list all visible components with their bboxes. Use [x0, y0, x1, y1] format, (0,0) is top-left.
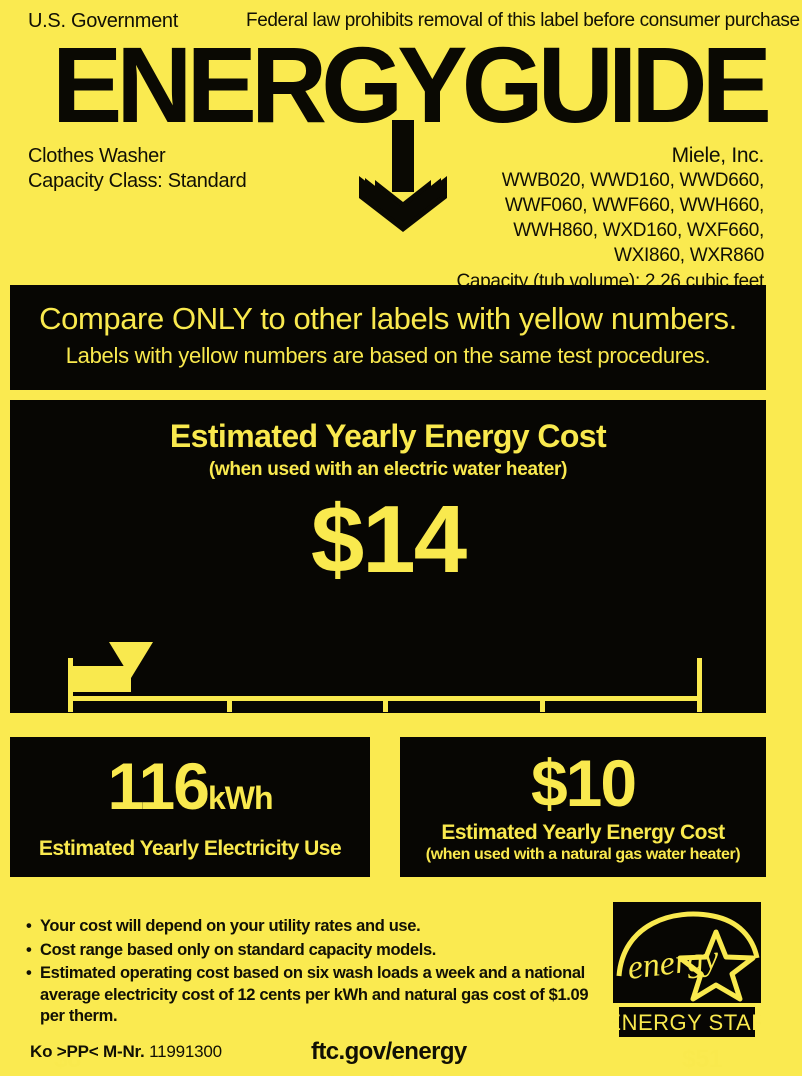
- compare-banner-subtext: Labels with yellow numbers are based on …: [65, 343, 711, 368]
- footnote-text: Cost range based only on standard capaci…: [40, 940, 437, 959]
- product-capacity-class: Capacity Class: Standard: [28, 170, 247, 192]
- estimated-yearly-electricity-use-box: 116kWh Estimated Yearly Electricity Use: [10, 737, 370, 877]
- bullet-icon: •: [26, 917, 32, 935]
- electricity-use-value: 116: [107, 749, 209, 823]
- model-numbers-line-4: WXI860, WXR860: [614, 245, 764, 266]
- footnote-text: Your cost will depend on your utility ra…: [40, 917, 421, 935]
- gas-water-heater-cost-box: $10 Estimated Yearly Energy Cost (when u…: [400, 737, 766, 877]
- footnote-item: • Estimated operating cost based on six …: [26, 963, 606, 1028]
- scale-tick: [227, 696, 232, 712]
- cost-panel-subtitle: (when used with an electric water heater…: [208, 459, 568, 480]
- manufacturer-block: Miele, Inc. WWB020, WWD160, WWD660, WWF0…: [344, 143, 764, 294]
- scale-tick: [383, 696, 388, 712]
- cost-panel-title: Estimated Yearly Energy Cost: [169, 418, 607, 454]
- footnotes-list: • Your cost will depend on your utility …: [26, 916, 606, 1030]
- star-icon: [677, 929, 756, 1002]
- energy-star-arc: [616, 911, 760, 977]
- scale-max-label: $51: [682, 1045, 723, 1073]
- estimated-yearly-cost-value: $14: [310, 486, 467, 593]
- footnote-item: • Your cost will depend on your utility …: [26, 916, 606, 938]
- model-numbers-line-2: WWF060, WWF660, WWH660,: [504, 195, 764, 216]
- energyguide-wordmark: ENERGYGUIDE: [0, 36, 802, 136]
- energy-star-wordmark-box: [619, 1007, 755, 1037]
- product-type: Clothes Washer: [28, 145, 166, 167]
- compare-banner: Compare ONLY to other labels with yellow…: [10, 285, 766, 390]
- svg-text:ENERGYGUIDE: ENERGYGUIDE: [52, 36, 768, 136]
- cost-range-scale: [10, 630, 766, 712]
- label-code-number: 11991300: [149, 1042, 222, 1061]
- bullet-icon: •: [26, 964, 32, 982]
- down-arrow-icon: [355, 120, 451, 232]
- us-government-label: U.S. Government: [28, 10, 179, 32]
- scale-tick: [540, 696, 545, 712]
- compare-banner-headline: Compare ONLY to other labels with yellow…: [39, 301, 737, 336]
- model-numbers-line-3: WWH860, WXD160, WXF660,: [513, 220, 764, 241]
- electricity-use-unit: kWh: [207, 780, 274, 816]
- model-numbers-line-1: WWB020, WWD160, WWD660,: [501, 170, 765, 191]
- label-code: Ko >PP< M-Nr. 11991300: [30, 1042, 222, 1062]
- cost-marker-triangle: [109, 642, 153, 678]
- scale-caption: Cost Range of Similar Models: [10, 1073, 786, 1076]
- footnote-item: • Cost range based only on standard capa…: [26, 940, 606, 962]
- energy-star-wordmark: ENERGY STAR: [613, 1010, 761, 1035]
- energy-star-logo: energy ENERGY STAR: [613, 902, 761, 1037]
- scale-left-cap: [68, 658, 73, 712]
- manufacturer-name: Miele, Inc.: [671, 144, 765, 167]
- scale-min-label: $8: [54, 1045, 81, 1073]
- electricity-use-value-row: 116kWh: [10, 751, 370, 833]
- gas-cost-subcaption: (when used with a natural gas water heat…: [425, 846, 741, 863]
- label-code-prefix: Ko >PP< M-Nr.: [30, 1042, 145, 1061]
- bullet-icon: •: [26, 940, 32, 959]
- estimated-yearly-energy-cost-panel: Estimated Yearly Energy Cost (when used …: [10, 400, 766, 1076]
- scale-right-cap: [697, 658, 702, 712]
- electricity-use-caption: Estimated Yearly Electricity Use: [38, 837, 342, 860]
- gas-cost-value: $10: [530, 746, 637, 820]
- footnote-text: Estimated operating cost based on six wa…: [40, 964, 589, 1025]
- ftc-url: ftc.gov/energy: [311, 1038, 467, 1065]
- federal-law-notice: Federal law prohibits removal of this la…: [246, 10, 800, 31]
- gas-cost-caption: Estimated Yearly Energy Cost: [441, 821, 725, 844]
- cost-marker-bar: [68, 666, 131, 692]
